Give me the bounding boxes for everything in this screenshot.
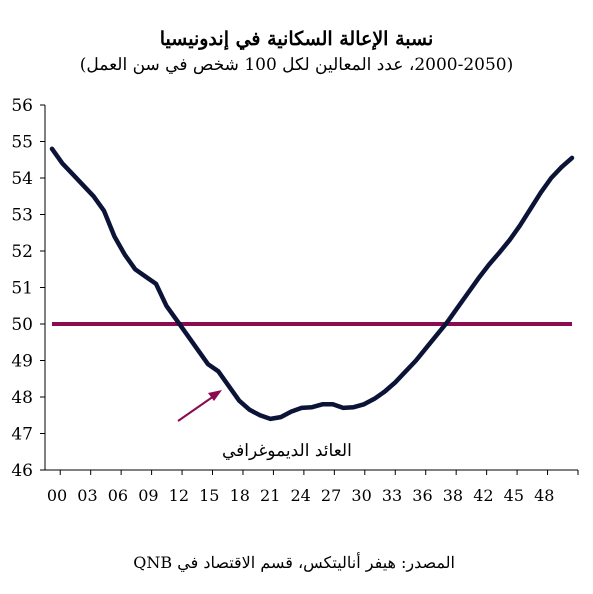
x-tick-label: 18 bbox=[230, 486, 250, 505]
x-axis: 00 03 06 09 12 15 18 21 24 27 30 33 36 38 42 45 48 bbox=[45, 469, 579, 505]
annotation-label: العائد الديموغرافي bbox=[222, 441, 352, 461]
x-tick-label: 03 bbox=[77, 486, 97, 505]
series-group bbox=[49, 146, 575, 422]
x-tick-label: 00 bbox=[47, 486, 67, 505]
y-tick-label: 56 bbox=[11, 96, 33, 116]
x-tick-label: 30 bbox=[351, 486, 371, 505]
annotation-arrow-shaft bbox=[177, 395, 215, 422]
y-tick-label: 50 bbox=[11, 315, 33, 335]
x-tick-label: 36 bbox=[412, 486, 432, 505]
x-tick-label: 45 bbox=[504, 486, 524, 505]
x-tick-label: 12 bbox=[169, 486, 189, 505]
x-tick-label: 06 bbox=[108, 486, 128, 505]
y-tick-label: 48 bbox=[11, 388, 33, 408]
y-tick-label: 54 bbox=[11, 169, 33, 189]
chart-subtitle: (2000-2050، عدد المعالين لكل 100 شخص في … bbox=[79, 55, 514, 75]
x-tick-label: 38 bbox=[443, 486, 463, 505]
y-tick-label: 55 bbox=[11, 133, 33, 153]
x-tick-label: 15 bbox=[199, 486, 219, 505]
x-tick-label: 33 bbox=[382, 486, 402, 505]
x-tick-label: 48 bbox=[534, 486, 554, 505]
x-tick-label: 42 bbox=[473, 486, 493, 505]
annotation-arrow-head bbox=[208, 390, 222, 401]
y-tick-label: 52 bbox=[11, 242, 33, 262]
x-tick-label: 09 bbox=[138, 486, 158, 505]
chart-title: نسبة الإعالة السكانية في إندونيسيا bbox=[159, 28, 434, 50]
source-note: المصدر: هيفر أناليتكس، قسم الاقتصاد في Q… bbox=[133, 553, 455, 572]
x-tick-label: 27 bbox=[321, 486, 341, 505]
series-line bbox=[49, 146, 575, 422]
y-tick-label: 51 bbox=[11, 279, 33, 299]
x-tick-label: 21 bbox=[260, 486, 280, 505]
y-tick-label: 46 bbox=[11, 461, 33, 481]
y-tick-label: 53 bbox=[11, 206, 33, 226]
annotation-group: العائد الديموغرافي bbox=[177, 390, 352, 461]
y-tick-label: 47 bbox=[11, 425, 33, 445]
y-tick-label: 49 bbox=[11, 352, 33, 372]
x-tick-label: 24 bbox=[290, 486, 310, 505]
y-axis: 46 47 48 49 50 51 52 53 54 55 56 bbox=[11, 96, 46, 481]
